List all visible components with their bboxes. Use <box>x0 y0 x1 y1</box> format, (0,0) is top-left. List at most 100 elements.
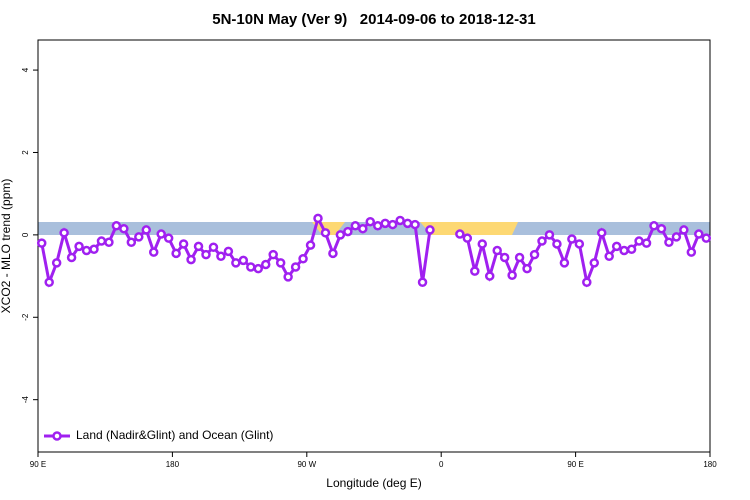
point <box>462 233 473 243</box>
point <box>163 233 174 243</box>
point <box>567 234 577 244</box>
point <box>694 229 704 239</box>
point <box>208 242 219 252</box>
point <box>96 236 107 246</box>
point <box>104 237 114 248</box>
point <box>499 252 510 263</box>
point <box>686 247 697 257</box>
point <box>268 249 278 260</box>
point <box>656 223 667 234</box>
point <box>492 245 502 256</box>
point <box>51 258 62 268</box>
point <box>358 223 368 234</box>
x-tick-label: 90 E <box>30 460 46 469</box>
point <box>111 221 122 231</box>
y-tick-label: 4 <box>21 67 30 72</box>
y-tick-label: -4 <box>21 396 30 404</box>
point <box>283 272 293 282</box>
point <box>619 245 629 256</box>
point <box>126 237 137 248</box>
legend-marker <box>52 431 62 441</box>
point <box>350 221 361 231</box>
point <box>298 254 308 264</box>
point <box>455 229 465 239</box>
point <box>119 223 129 234</box>
x-tick-label: 180 <box>703 460 717 469</box>
point <box>134 232 144 242</box>
point <box>387 219 398 230</box>
y-tick-label: 0 <box>21 232 30 237</box>
point <box>380 218 390 229</box>
point <box>186 254 196 265</box>
point <box>44 277 54 288</box>
x-axis-label: Longitude (deg E) <box>326 476 421 490</box>
point <box>410 219 420 230</box>
point <box>201 249 211 260</box>
point <box>231 258 241 268</box>
point <box>559 258 570 268</box>
point <box>514 252 525 263</box>
point <box>238 255 249 266</box>
point <box>223 246 234 257</box>
point <box>626 244 637 255</box>
point <box>537 236 547 246</box>
x-tick-label: 90 W <box>297 460 316 469</box>
plot-frame <box>37 39 711 453</box>
point <box>320 228 331 238</box>
point <box>81 245 92 256</box>
point <box>574 239 585 249</box>
point <box>253 263 264 274</box>
point <box>604 251 614 262</box>
point <box>260 259 271 270</box>
point <box>328 248 338 259</box>
point <box>305 240 316 250</box>
y-axis-label: XCO2 - MLO trend (ppm) <box>0 179 13 314</box>
point <box>641 238 652 248</box>
point <box>671 232 682 242</box>
point <box>178 239 189 249</box>
y-tick-label: -2 <box>21 313 30 321</box>
point <box>544 230 555 240</box>
x-tick-label: 0 <box>439 460 444 469</box>
point <box>193 241 204 252</box>
point <box>596 228 607 238</box>
land-band <box>420 222 518 235</box>
point <box>484 271 495 281</box>
point <box>582 277 592 288</box>
point <box>246 262 256 272</box>
point <box>417 277 428 288</box>
legend-label: Land (Nadir&Glint) and Ocean (Glint) <box>76 428 273 442</box>
point <box>148 247 159 257</box>
point <box>507 270 517 281</box>
point <box>36 238 47 248</box>
x-tick-label: 90 E <box>567 460 583 469</box>
point <box>470 266 480 276</box>
point <box>335 230 346 240</box>
point <box>664 237 674 248</box>
point <box>141 225 152 235</box>
point <box>679 225 689 235</box>
point <box>59 228 69 238</box>
point <box>171 248 181 259</box>
point <box>372 221 383 231</box>
point <box>343 226 353 237</box>
point <box>477 239 488 249</box>
point <box>611 241 622 252</box>
point <box>634 236 644 246</box>
point <box>402 218 413 229</box>
point <box>216 251 226 262</box>
point <box>74 241 84 252</box>
point <box>649 221 659 231</box>
y-tick-label: 2 <box>21 150 30 155</box>
point <box>701 233 712 243</box>
point <box>395 215 405 226</box>
x-tick-label: 180 <box>166 460 180 469</box>
point <box>529 249 540 260</box>
point <box>425 225 435 235</box>
point <box>275 258 286 268</box>
point <box>552 239 562 249</box>
point <box>89 244 99 255</box>
point <box>365 216 376 227</box>
point <box>66 252 77 263</box>
